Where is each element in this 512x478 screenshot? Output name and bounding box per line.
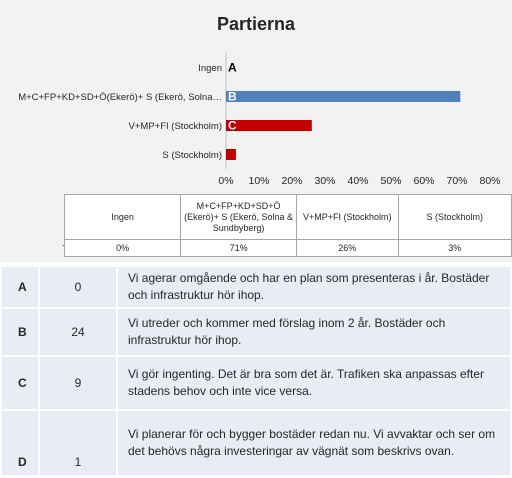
answer-text: Vi utreder och kommer med förslag inom 2… [116,307,512,357]
chart-plot: A B C D Ingen M+C+FP+KD+SD+Ö(Ekerö)+ S (Eker… [18,53,501,187]
x-tick-label: 50% [380,175,401,187]
answers-table: A 0 Vi agerar omgående och har en plan s… [0,265,512,477]
x-tick-labels: 0% 10% 20% 30% 40% 50% 60% 70% 80% [218,175,500,187]
x-tick-label: 40% [347,175,368,187]
bar-letter-label: D [228,148,237,162]
answer-count: 1 [38,409,118,477]
answer-count: 9 [38,355,118,411]
answer-text: Vi planerar för och bygger bostäder reda… [116,409,512,477]
x-tick-label: 0% [218,175,233,187]
table-row: C 9 Vi gör ingenting. Det är bra som det… [0,355,512,411]
answer-text: Vi gör ingenting. Det är bra som det är.… [116,355,512,411]
answer-count: 0 [38,265,118,309]
bar-letter-label: C [228,119,237,133]
answer-letter: B [0,307,40,357]
answer-text: Vi agerar omgående och har en plan som p… [116,265,512,309]
category-label: M+C+FP+KD+SD+Ö(Ekerö)+ S (Ekerö, Solna… [18,92,222,103]
x-tick-label: 60% [413,175,434,187]
bar [226,120,312,131]
answer-letter: C [0,355,40,411]
data-table-header: S (Stockholm) [397,194,512,240]
data-table-value-row: 0% 71% 26% 3% [63,239,512,257]
category-label: Ingen [198,63,222,74]
answer-letter: A [0,265,40,309]
answer-letter: D [0,409,40,477]
x-tick-label: 70% [446,175,467,187]
table-row: A 0 Vi agerar omgående och har en plan s… [0,265,512,309]
data-table-value: 26% [295,239,399,257]
data-table-row-marker: . [62,238,65,248]
bar-letter-label: A [228,61,237,75]
x-tick-label: 30% [314,175,335,187]
chart-data-table: Ingen M+C+FP+KD+SD+Ö (Ekerö)+ S (Ekerö, … [63,194,512,257]
x-tick-label: 10% [248,175,269,187]
data-table-value: 71% [180,239,297,257]
bar [226,149,236,160]
x-tick-label: 80% [479,175,500,187]
x-tick-label: 20% [281,175,302,187]
bar [226,91,461,102]
data-table-value: 0% [63,239,182,257]
table-row: D 1 Vi planerar för och bygger bostäder … [0,409,512,477]
bar-group: A B C D [226,61,461,162]
data-table-header-row: Ingen M+C+FP+KD+SD+Ö (Ekerö)+ S (Ekerö, … [63,194,512,240]
data-table-header: M+C+FP+KD+SD+Ö (Ekerö)+ S (Ekerö, Solna … [180,194,297,240]
data-table-header: Ingen [63,194,182,240]
chart-title: Partierna [216,14,296,34]
category-label: V+MP+FI (Stockholm) [129,121,222,132]
data-table-header: V+MP+FI (Stockholm) [295,194,399,240]
category-label: S (Stockholm) [162,150,222,161]
table-row: B 24 Vi utreder och kommer med förslag i… [0,307,512,357]
bar-letter-label: B [228,90,237,104]
category-labels: Ingen M+C+FP+KD+SD+Ö(Ekerö)+ S (Ekerö, So… [18,63,222,161]
data-table-value: 3% [397,239,512,257]
answer-count: 24 [38,307,118,357]
